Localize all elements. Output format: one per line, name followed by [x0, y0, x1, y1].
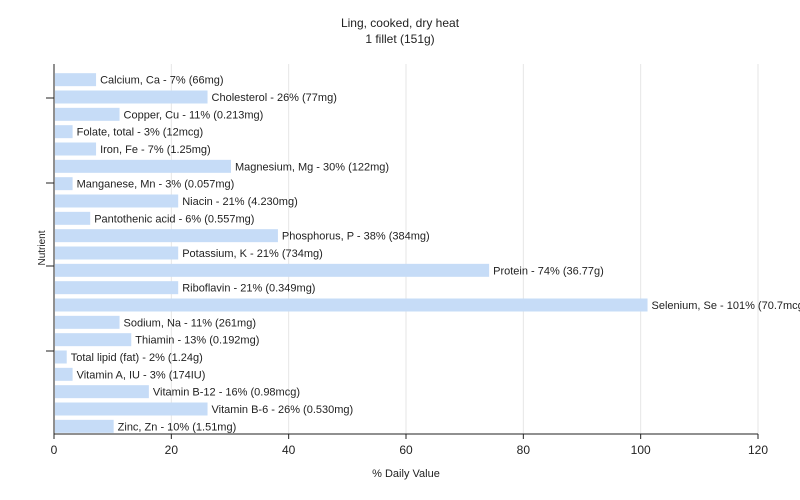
bar-label: Protein - 74% (36.77g) — [493, 265, 604, 277]
axes: 0 20 40 60 80 100 120 — [46, 64, 768, 457]
bar — [55, 385, 149, 399]
bars: Calcium, Ca - 7% (66mg) Cholesterol - 26%… — [55, 73, 800, 433]
x-tick-label: 40 — [282, 443, 296, 457]
bar — [55, 367, 73, 381]
bar-label: Vitamin B-6 - 26% (0.530mg) — [212, 404, 354, 416]
bar-label: Potassium, K - 21% (734mg) — [182, 248, 323, 260]
bar-label: Thiamin - 13% (0.192mg) — [135, 335, 259, 347]
bar-label: Niacin - 21% (4.230mg) — [182, 196, 298, 208]
bar-label: Selenium, Se - 101% (70.7mcg) — [652, 300, 800, 312]
x-tick-label: 60 — [399, 443, 413, 457]
bar-label: Calcium, Ca - 7% (66mg) — [100, 75, 223, 87]
bar — [55, 298, 648, 312]
bar — [55, 229, 278, 243]
bar — [55, 194, 179, 208]
bar — [55, 350, 67, 364]
bar-label: Zinc, Zn - 10% (1.51mg) — [118, 421, 237, 433]
x-tick-label: 80 — [517, 443, 531, 457]
x-tick-label: 20 — [165, 443, 179, 457]
bar — [55, 402, 208, 416]
x-tick-label: 120 — [748, 443, 768, 457]
bar-label: Manganese, Mn - 3% (0.057mg) — [77, 179, 235, 191]
bar-label: Folate, total - 3% (12mcg) — [77, 127, 204, 139]
bar — [55, 333, 132, 347]
bar — [55, 211, 91, 225]
bar — [55, 90, 208, 104]
bar-label: Sodium, Na - 11% (261mg) — [124, 317, 256, 329]
x-tick-label: 100 — [631, 443, 651, 457]
bar-label: Total lipid (fat) - 2% (1.24g) — [71, 352, 203, 364]
bar-label: Copper, Cu - 11% (0.213mg) — [124, 109, 264, 121]
bar — [55, 107, 120, 121]
bar — [55, 142, 97, 156]
bar-label: Vitamin A, IU - 3% (174IU) — [77, 369, 206, 381]
bar — [55, 73, 97, 87]
bar — [55, 125, 73, 139]
bar-label: Vitamin B-12 - 16% (0.98mcg) — [153, 387, 300, 399]
bar-label: Phosphorus, P - 38% (384mg) — [282, 231, 430, 243]
bar — [55, 246, 179, 260]
bar — [55, 315, 120, 329]
bar — [55, 263, 490, 277]
chart-subtitle: 1 fillet (151g) — [365, 32, 435, 46]
bar-label: Riboflavin - 21% (0.349mg) — [182, 283, 315, 295]
y-axis-label: Nutrient — [37, 230, 48, 265]
bar — [55, 281, 179, 295]
x-axis-label: % Daily Value — [372, 468, 440, 480]
chart-title: Ling, cooked, dry heat — [340, 16, 460, 30]
bar-label: Pantothenic acid - 6% (0.557mg) — [94, 213, 254, 225]
bar-label: Cholesterol - 26% (77mg) — [212, 92, 337, 104]
x-tick-label: 0 — [51, 443, 58, 457]
bar — [55, 419, 114, 433]
bar-label: Iron, Fe - 7% (1.25mg) — [100, 144, 211, 156]
bar — [55, 177, 73, 191]
bar-label: Magnesium, Mg - 30% (122mg) — [235, 161, 389, 173]
bar — [55, 159, 231, 173]
